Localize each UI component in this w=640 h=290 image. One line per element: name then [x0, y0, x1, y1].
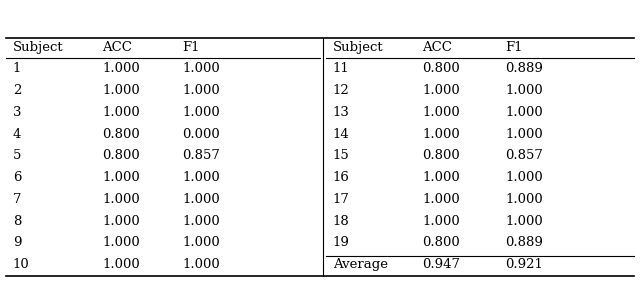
Text: 2: 2 [13, 84, 21, 97]
Text: 7: 7 [13, 193, 21, 206]
Text: 1.000: 1.000 [182, 62, 220, 75]
Text: 19: 19 [333, 236, 349, 249]
Text: ACC: ACC [422, 41, 452, 54]
Text: 5: 5 [13, 149, 21, 162]
Text: 1.000: 1.000 [182, 171, 220, 184]
Text: 1.000: 1.000 [102, 62, 140, 75]
Text: Subject: Subject [13, 41, 63, 54]
Text: 1.000: 1.000 [102, 171, 140, 184]
Text: 1.000: 1.000 [102, 258, 140, 271]
Text: 1.000: 1.000 [506, 215, 543, 228]
Text: 1.000: 1.000 [102, 106, 140, 119]
Text: 1.000: 1.000 [102, 84, 140, 97]
Text: 0.889: 0.889 [506, 62, 543, 75]
Text: 0.800: 0.800 [422, 149, 460, 162]
Text: 1.000: 1.000 [182, 193, 220, 206]
Text: 1.000: 1.000 [422, 193, 460, 206]
Text: 0.800: 0.800 [102, 149, 140, 162]
Text: 1.000: 1.000 [506, 171, 543, 184]
Text: 1.000: 1.000 [506, 84, 543, 97]
Text: F1: F1 [506, 41, 523, 54]
Text: Subject: Subject [333, 41, 383, 54]
Text: 0.889: 0.889 [506, 236, 543, 249]
Text: 4: 4 [13, 128, 21, 141]
Text: 6: 6 [13, 171, 21, 184]
Text: 1.000: 1.000 [182, 215, 220, 228]
Text: 14: 14 [333, 128, 349, 141]
Text: 1.000: 1.000 [422, 215, 460, 228]
Text: 0.800: 0.800 [422, 236, 460, 249]
Text: 13: 13 [333, 106, 349, 119]
Text: 0.000: 0.000 [182, 128, 220, 141]
Text: 1.000: 1.000 [506, 106, 543, 119]
Text: 1.000: 1.000 [102, 193, 140, 206]
Text: 1.000: 1.000 [506, 128, 543, 141]
Text: 1.000: 1.000 [182, 106, 220, 119]
Text: 1.000: 1.000 [182, 258, 220, 271]
Text: 15: 15 [333, 149, 349, 162]
Text: 0.857: 0.857 [182, 149, 220, 162]
Text: 9: 9 [13, 236, 21, 249]
Text: 1: 1 [13, 62, 21, 75]
Text: 1.000: 1.000 [102, 236, 140, 249]
Text: 1.000: 1.000 [182, 236, 220, 249]
Text: 0.921: 0.921 [506, 258, 543, 271]
Text: F1: F1 [182, 41, 200, 54]
Text: 1.000: 1.000 [182, 84, 220, 97]
Text: 18: 18 [333, 215, 349, 228]
Text: 0.800: 0.800 [102, 128, 140, 141]
Text: ACC: ACC [102, 41, 132, 54]
Text: 0.947: 0.947 [422, 258, 460, 271]
Text: 1.000: 1.000 [102, 215, 140, 228]
Text: 17: 17 [333, 193, 349, 206]
Text: 1.000: 1.000 [422, 171, 460, 184]
Text: 3: 3 [13, 106, 21, 119]
Text: 0.800: 0.800 [422, 62, 460, 75]
Text: 10: 10 [13, 258, 29, 271]
Text: 1.000: 1.000 [422, 128, 460, 141]
Text: 8: 8 [13, 215, 21, 228]
Text: 1.000: 1.000 [422, 106, 460, 119]
Text: 12: 12 [333, 84, 349, 97]
Text: 0.857: 0.857 [506, 149, 543, 162]
Text: 16: 16 [333, 171, 349, 184]
Text: 11: 11 [333, 62, 349, 75]
Text: 1.000: 1.000 [506, 193, 543, 206]
Text: Average: Average [333, 258, 388, 271]
Text: 1.000: 1.000 [422, 84, 460, 97]
